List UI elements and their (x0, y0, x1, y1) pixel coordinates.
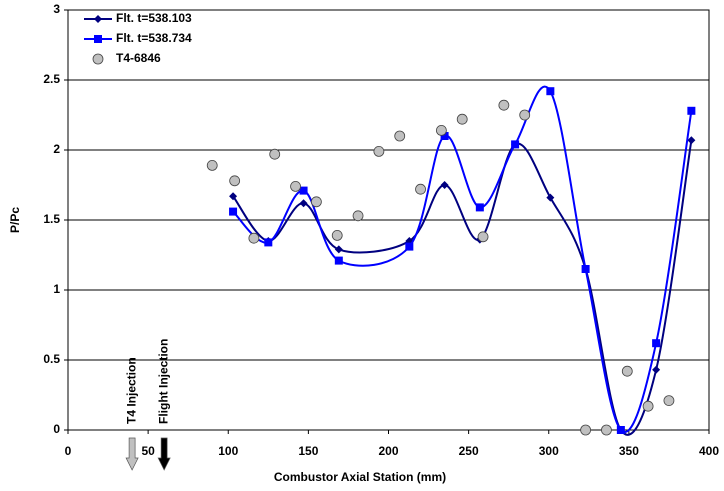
point (229, 207, 238, 216)
point (373, 145, 385, 157)
point (415, 183, 426, 195)
point (299, 199, 308, 208)
point (310, 196, 322, 208)
point (229, 192, 238, 201)
point (405, 242, 414, 251)
point (299, 186, 308, 195)
y-tick-label: 0 (53, 422, 60, 436)
point (475, 203, 484, 212)
y-tick-label: 2 (53, 142, 60, 156)
y-tick-label: 2.5 (43, 72, 60, 86)
x-axis-title: Combustor Axial Station (mm) (274, 470, 446, 484)
x-tick-label: 200 (378, 444, 398, 458)
legend-label: T4-6846 (116, 51, 161, 65)
point (519, 109, 531, 121)
point (498, 99, 510, 111)
y-axis-title: P/Pc (8, 207, 22, 233)
point (264, 238, 273, 247)
point (334, 256, 343, 265)
point (440, 181, 449, 189)
point (616, 426, 625, 434)
legend-marker (94, 15, 102, 23)
legend-marker (94, 35, 102, 43)
point (652, 365, 661, 374)
point (456, 113, 468, 125)
point (269, 148, 281, 160)
point (440, 132, 449, 140)
point (621, 365, 633, 377)
point (290, 180, 301, 192)
point (206, 159, 218, 171)
series-line (232, 140, 693, 436)
point (663, 395, 675, 407)
legend-label: Flt. t=538.103 (116, 11, 192, 25)
point (581, 265, 590, 273)
x-tick-label: 0 (65, 444, 72, 458)
point (248, 232, 260, 244)
x-tick-label: 100 (218, 444, 238, 458)
point (394, 130, 406, 142)
point (580, 424, 592, 436)
annotation: T4 Injection (124, 357, 138, 424)
point (652, 339, 661, 348)
x-tick-label: 150 (298, 444, 318, 458)
point (511, 140, 520, 149)
x-tick-label: 350 (619, 444, 639, 458)
point (687, 106, 696, 115)
point (352, 210, 364, 222)
x-tick-label: 400 (699, 444, 719, 458)
series-line (232, 85, 693, 433)
x-tick-label: 300 (539, 444, 559, 458)
legend-marker (92, 53, 104, 65)
point (687, 136, 696, 145)
point (435, 124, 447, 136)
x-tick-label: 250 (459, 444, 479, 458)
injection-arrow (125, 437, 139, 471)
injection-arrow (157, 437, 171, 471)
point (601, 424, 612, 436)
point (331, 229, 343, 241)
legend-label: Flt. t=538.734 (116, 31, 192, 45)
point (642, 400, 654, 412)
y-tick-label: 3 (53, 2, 60, 16)
x-tick-label: 50 (141, 444, 155, 458)
point (229, 175, 241, 187)
point (334, 245, 343, 254)
plot-frame (67, 9, 710, 431)
point (546, 193, 555, 202)
y-tick-label: 1.5 (43, 212, 60, 226)
point (477, 231, 489, 243)
annotation: Flight Injection (156, 339, 170, 424)
point (546, 87, 555, 96)
y-tick-label: 0.5 (43, 352, 60, 366)
y-tick-label: 1 (53, 282, 60, 296)
